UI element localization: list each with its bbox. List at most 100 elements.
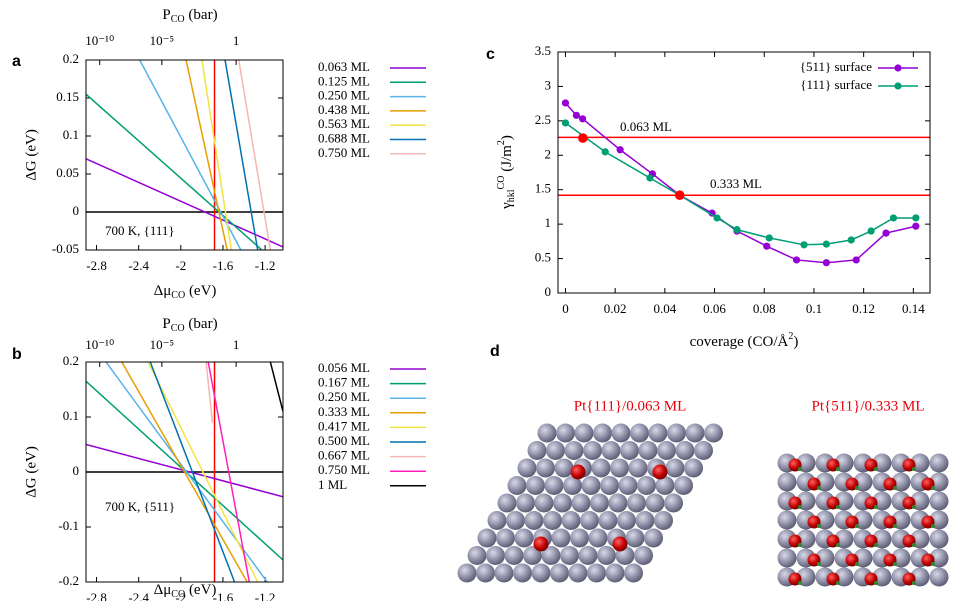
carbon bbox=[836, 581, 840, 585]
atom bbox=[534, 493, 554, 513]
atom bbox=[487, 511, 507, 530]
label-part: Δμ bbox=[154, 283, 172, 299]
label-part: CO bbox=[171, 323, 185, 334]
atom bbox=[578, 546, 598, 565]
carbon bbox=[893, 524, 897, 528]
x-tick-label: -2 bbox=[175, 590, 186, 601]
y-tick-label: 0.1 bbox=[63, 408, 79, 423]
x2-tick-label: 10⁻¹⁰ bbox=[85, 33, 114, 48]
legend-label: 0.688 ML bbox=[318, 130, 370, 145]
x-tick-label: 0.08 bbox=[753, 301, 776, 316]
series-marker bbox=[867, 227, 875, 235]
legend-label: 0.250 ML bbox=[318, 389, 370, 404]
atom bbox=[551, 528, 571, 548]
series-marker bbox=[733, 226, 741, 234]
structure-images bbox=[457, 423, 949, 587]
x-axis-label: ΔμCO (eV) bbox=[154, 283, 217, 301]
y-tick-label: 0.2 bbox=[63, 353, 79, 368]
legend-marker bbox=[894, 64, 902, 72]
label-part: ) bbox=[793, 334, 798, 350]
label-part: (eV) bbox=[185, 283, 216, 299]
atom bbox=[929, 491, 949, 511]
x-tick-label: -2.4 bbox=[128, 258, 149, 273]
label-part: (bar) bbox=[185, 316, 218, 332]
atom bbox=[618, 476, 638, 495]
carbon bbox=[836, 467, 840, 471]
structure-caption: Pt{511}/0.333 ML bbox=[811, 398, 924, 414]
x-tick-label: -2.8 bbox=[86, 590, 107, 601]
atom bbox=[620, 441, 639, 460]
x-tick-label: -1.6 bbox=[213, 258, 234, 273]
atom bbox=[685, 423, 705, 443]
label-part: CO bbox=[171, 14, 185, 25]
atom bbox=[496, 528, 515, 548]
y-axis-label: ΔG (eV) bbox=[23, 129, 39, 181]
legend-label: 0.250 ML bbox=[318, 88, 370, 103]
atom bbox=[533, 536, 549, 552]
atom bbox=[546, 441, 565, 460]
label-part: 2 bbox=[788, 331, 793, 342]
y-tick-label: 2 bbox=[545, 146, 552, 161]
series-marker bbox=[847, 236, 855, 244]
panel-letter: b bbox=[12, 346, 22, 363]
series-marker bbox=[601, 148, 609, 156]
legend-label: 1 ML bbox=[318, 477, 347, 492]
series-marker bbox=[646, 174, 654, 182]
atom bbox=[611, 423, 631, 443]
series-marker bbox=[912, 214, 920, 222]
y-tick-label: 3 bbox=[545, 77, 552, 92]
label-part: P bbox=[162, 316, 170, 332]
y-axis-label: γhklCO (J/m2) bbox=[496, 135, 517, 210]
x-axis-label: coverage (CO/Å2) bbox=[690, 331, 799, 350]
x-tick-label: 0.14 bbox=[902, 301, 925, 316]
atom bbox=[588, 528, 608, 548]
series-line bbox=[139, 60, 242, 250]
atom bbox=[457, 563, 477, 583]
carbon bbox=[912, 543, 916, 547]
series-line bbox=[149, 362, 236, 582]
series-marker bbox=[889, 214, 898, 222]
label-part: Δμ bbox=[154, 582, 172, 598]
atom bbox=[657, 441, 676, 460]
atom bbox=[777, 548, 797, 568]
atom bbox=[674, 476, 693, 495]
reference-label: 0.063 ML bbox=[620, 119, 672, 134]
series-line bbox=[105, 362, 268, 582]
series-marker bbox=[765, 234, 773, 242]
series-line bbox=[207, 362, 251, 582]
label-part: P bbox=[162, 7, 170, 23]
panel-letter: a bbox=[12, 53, 21, 70]
carbon bbox=[836, 505, 840, 509]
atom bbox=[655, 476, 675, 495]
atom bbox=[624, 563, 643, 583]
y-tick-label: 0.1 bbox=[63, 127, 79, 142]
y-tick-label: 0 bbox=[73, 203, 80, 218]
atom bbox=[625, 528, 645, 548]
atom bbox=[563, 476, 582, 495]
atom bbox=[652, 464, 668, 480]
atom bbox=[694, 441, 713, 460]
highlight-point bbox=[578, 133, 588, 143]
carbon bbox=[855, 486, 859, 490]
atom bbox=[667, 423, 686, 443]
label-part: (eV) bbox=[185, 582, 216, 598]
y-tick-label: 0 bbox=[545, 284, 552, 299]
label-part: CO bbox=[171, 589, 185, 600]
legend-label: 0.417 ML bbox=[318, 418, 370, 433]
x-tick-label: 0.02 bbox=[604, 301, 627, 316]
y-axis-label: ΔG (eV) bbox=[23, 446, 39, 498]
atom bbox=[571, 493, 591, 513]
label-part: γ bbox=[499, 202, 515, 210]
atom bbox=[507, 476, 527, 495]
series-line bbox=[147, 362, 259, 582]
legend-label: 0.063 ML bbox=[318, 59, 370, 74]
atom bbox=[514, 528, 534, 548]
x2-tick-label: 10⁻⁵ bbox=[150, 337, 174, 352]
series-marker bbox=[708, 209, 716, 217]
series-marker bbox=[561, 119, 570, 127]
atom bbox=[665, 458, 685, 478]
atom bbox=[541, 546, 561, 565]
x2-tick-label: 1 bbox=[233, 33, 240, 48]
atom bbox=[600, 476, 619, 495]
carbon bbox=[912, 467, 916, 471]
